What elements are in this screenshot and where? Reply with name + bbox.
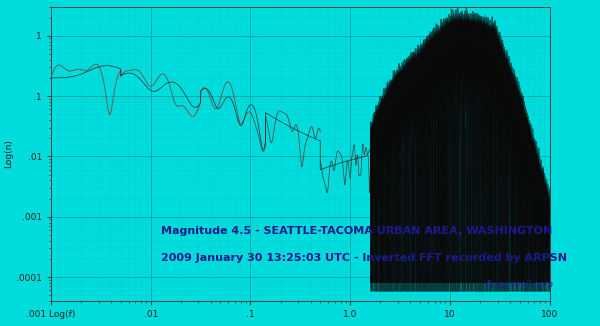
Text: Log(n): Log(n) — [4, 140, 13, 169]
Text: 2009 January 30 13:25:03 UTC - Inverted FFT recorded by ARPSN: 2009 January 30 13:25:03 UTC - Inverted … — [161, 253, 567, 263]
Text: flyingsnail.com: flyingsnail.com — [485, 280, 553, 289]
Text: Magnitude 4.5 - SEATTLE-TACOMA URBAN AREA, WASHINGTON: Magnitude 4.5 - SEATTLE-TACOMA URBAN ARE… — [161, 226, 552, 236]
